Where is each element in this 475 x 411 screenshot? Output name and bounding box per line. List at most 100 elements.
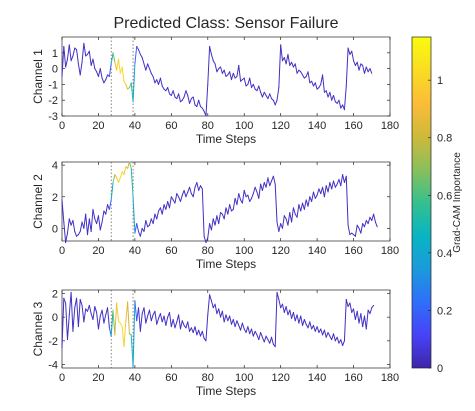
series-segment	[161, 85, 165, 90]
series-segment	[358, 313, 362, 324]
series-segment	[256, 85, 260, 92]
series-segment	[353, 308, 356, 321]
x-tick-label: 60	[165, 245, 177, 257]
series-segment	[88, 304, 92, 315]
series-segment	[333, 180, 336, 188]
series-segment	[130, 167, 134, 198]
series-segment	[358, 63, 362, 71]
series-segment	[363, 66, 367, 74]
series-segment	[252, 83, 256, 90]
series-segment	[116, 302, 119, 322]
channel-panel-1: 0 20 40 60 80 100 120 140 160 180 Time Steps -3 -2 -1…	[31, 36, 399, 146]
series-segment	[92, 306, 96, 321]
series-segment	[327, 332, 331, 337]
x-axis-label: Time Steps	[196, 257, 256, 271]
series-segment	[367, 216, 371, 225]
series-segment	[119, 170, 123, 179]
series-segment	[152, 213, 156, 225]
series-segment	[139, 227, 143, 237]
x-tick-label: 80	[202, 372, 214, 384]
series-segment	[150, 314, 154, 322]
y-tick-label: 1	[52, 48, 58, 60]
series-segment	[322, 74, 325, 93]
series-segment	[132, 196, 136, 234]
series-segment	[143, 63, 147, 71]
series-segment	[187, 186, 191, 193]
series-segment	[283, 306, 287, 313]
series-segment	[66, 44, 70, 60]
series-segment	[347, 224, 351, 236]
series-segment	[278, 223, 282, 233]
series-segment	[362, 64, 365, 74]
series-segment	[243, 189, 247, 198]
series-segment	[192, 186, 196, 198]
series-segment	[251, 193, 254, 199]
series-segment	[351, 50, 355, 62]
series-segment	[245, 326, 249, 334]
series-segment	[334, 183, 338, 188]
series-segment	[207, 294, 211, 316]
series-segment	[169, 196, 172, 209]
series-segment	[292, 311, 296, 322]
y-tick-label: 2	[52, 289, 58, 301]
series-segment	[227, 204, 231, 215]
series-segment	[241, 322, 245, 330]
series-segment	[128, 161, 132, 169]
x-tick-label: 120	[271, 120, 289, 132]
series-segment	[97, 215, 101, 231]
series-line	[61, 291, 375, 368]
series-segment	[139, 313, 143, 332]
x-tick-label: 180	[381, 372, 399, 384]
series-segment	[77, 63, 81, 76]
series-segment	[260, 183, 263, 191]
series-segment	[238, 64, 242, 82]
series-segment	[294, 314, 298, 322]
series-line	[61, 42, 373, 117]
series-segment	[94, 68, 98, 73]
series-segment	[292, 207, 296, 215]
series-segment	[216, 215, 220, 225]
series-segment	[360, 313, 364, 328]
series-segment	[179, 194, 183, 202]
series-segment	[210, 300, 214, 309]
series-segment	[156, 317, 160, 325]
series-segment	[183, 90, 187, 98]
series-segment	[278, 44, 282, 89]
series-segment	[336, 336, 340, 344]
series-segment	[134, 45, 138, 65]
series-segment	[88, 50, 92, 66]
series-segment	[363, 315, 367, 330]
series-segment	[229, 71, 232, 81]
series-segment	[343, 298, 347, 342]
series-segment	[170, 90, 174, 96]
series-segment	[196, 182, 200, 191]
colorbar-tick-label: 1	[437, 75, 443, 87]
series-segment	[263, 91, 267, 96]
series-segment	[312, 324, 316, 332]
series-segment	[356, 310, 360, 324]
x-tick-label: 140	[308, 245, 326, 257]
series-segment	[312, 191, 316, 199]
series-segment	[158, 77, 161, 85]
series-segment	[218, 212, 222, 225]
x-tick-label: 80	[202, 120, 214, 132]
series-segment	[261, 336, 265, 343]
series-segment	[199, 185, 203, 190]
series-segment	[97, 315, 101, 330]
series-segment	[79, 298, 83, 306]
series-segment	[205, 314, 209, 342]
series-segment	[280, 44, 283, 62]
series-segment	[298, 315, 302, 324]
series-segment	[333, 333, 336, 342]
series-segment	[258, 332, 262, 341]
series-segment	[333, 94, 336, 103]
x-tick-label: 60	[165, 120, 177, 132]
series-segment	[117, 58, 121, 74]
series-segment	[260, 332, 263, 338]
series-segment	[331, 180, 335, 190]
series-segment	[218, 308, 222, 318]
x-tick-label: 120	[271, 372, 289, 384]
series-segment	[145, 315, 149, 324]
series-segment	[83, 213, 87, 229]
